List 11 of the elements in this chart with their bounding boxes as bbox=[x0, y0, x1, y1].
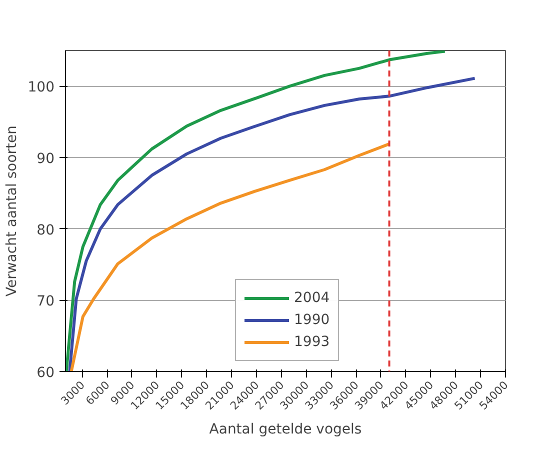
line-series bbox=[70, 142, 391, 372]
legend-label: 1993 bbox=[294, 334, 330, 350]
y-tick-label: 100 bbox=[28, 80, 55, 96]
y-tick-label: 80 bbox=[36, 222, 55, 238]
y-tick-label: 60 bbox=[36, 365, 55, 381]
y-tick-label: 70 bbox=[36, 294, 55, 310]
legend-label: 1990 bbox=[294, 312, 330, 328]
y-tick-label: 90 bbox=[36, 151, 55, 167]
y-axis-title: Verwacht aantal soorten bbox=[4, 125, 20, 296]
legend-label: 2004 bbox=[294, 290, 330, 306]
x-axis-title: Aantal getelde vogels bbox=[209, 422, 362, 438]
